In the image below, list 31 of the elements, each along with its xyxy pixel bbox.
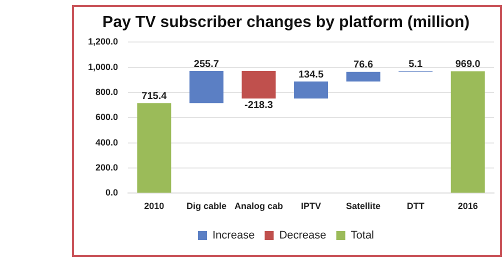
x-tick-label: Satellite — [346, 201, 381, 212]
bar — [450, 71, 485, 193]
x-tick-label: 2010 — [144, 201, 164, 212]
x-tick-label: 2016 — [458, 201, 478, 212]
data-label: 969.0 — [455, 59, 481, 70]
legend-label: Total — [350, 230, 374, 242]
y-tick-label: 600.0 — [95, 112, 118, 122]
y-tick-label: 200.0 — [95, 162, 118, 173]
bar — [294, 82, 328, 98]
x-tick-label: Dig cable — [186, 201, 226, 212]
y-tick-label: 400.0 — [95, 137, 118, 148]
y-tick-label: 0.0 — [106, 188, 118, 198]
x-tick-label: DTT — [406, 201, 425, 212]
y-tick-label: 1,200.0 — [88, 36, 118, 47]
data-label: 715.4 — [142, 90, 168, 102]
legend-label: Decrease — [279, 230, 326, 242]
bar — [242, 71, 276, 98]
data-label: 5.1 — [408, 59, 423, 70]
bar — [346, 72, 380, 82]
data-label: 76.6 — [354, 60, 374, 71]
bar — [137, 103, 172, 193]
legend-label: Increase — [212, 230, 255, 242]
x-tick-label: IPTV — [301, 201, 322, 212]
bar — [189, 71, 224, 104]
data-label: 134.5 — [298, 69, 324, 80]
y-tick-label: 800.0 — [95, 87, 118, 98]
x-tick-label: Analog cab — [234, 201, 284, 212]
chart-title: Pay TV subscriber changes by platform (million) — [102, 14, 470, 32]
data-label: -218.3 — [244, 100, 274, 112]
data-label: 255.7 — [194, 58, 220, 70]
y-tick-label: 1,000.0 — [88, 62, 118, 72]
